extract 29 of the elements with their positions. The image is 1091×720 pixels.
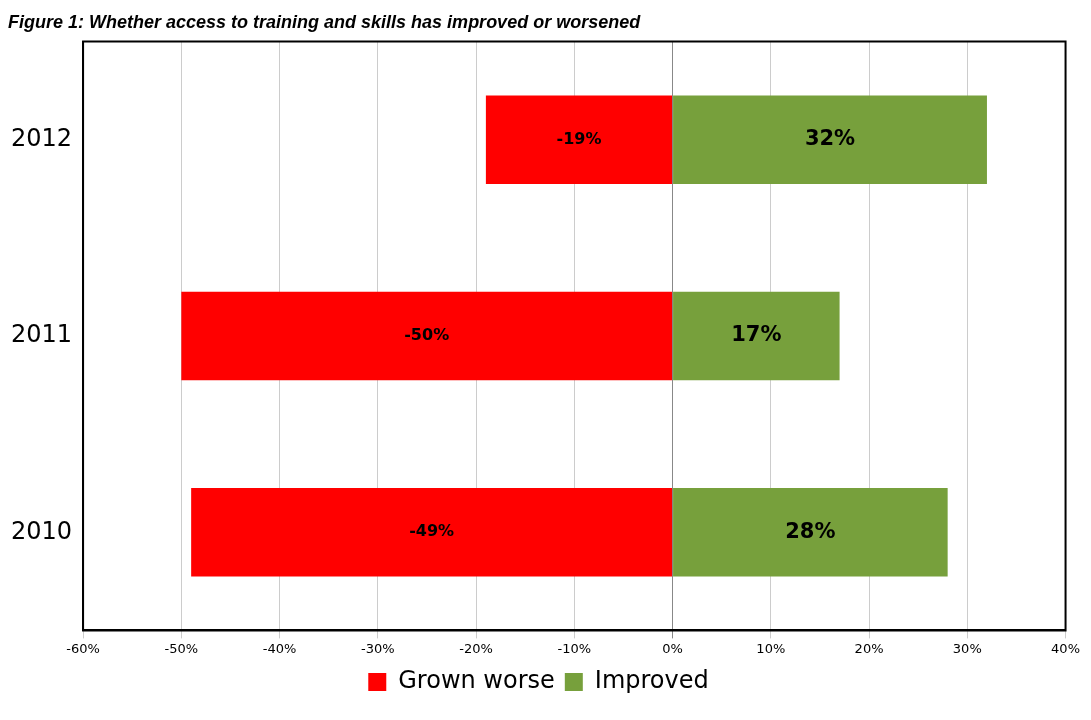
y-tick-label: 2012 (11, 123, 73, 152)
x-tick-label: -30% (361, 640, 395, 656)
x-tick-label: 20% (854, 640, 884, 656)
bar (673, 488, 948, 577)
x-tick-label: 10% (756, 640, 786, 656)
y-tick-label: 2011 (11, 320, 73, 349)
chart-title: Figure 1: Whether access to training and skills has improved or worsened (8, 11, 642, 32)
x-tick-label: -60% (66, 640, 100, 656)
y-tick-label: 2010 (11, 516, 73, 545)
data-label: -19% (556, 128, 602, 148)
data-label: 32% (804, 126, 856, 151)
x-tick-label: -10% (557, 640, 592, 656)
bar (485, 95, 673, 184)
data-label: -50% (404, 325, 450, 345)
x-tick-label: -40% (262, 640, 297, 656)
data-label: -49% (409, 521, 455, 541)
bar (673, 95, 987, 184)
legend-label: Improved (594, 666, 709, 695)
x-tick-label: 30% (952, 640, 982, 656)
bar (191, 488, 673, 577)
bar (181, 291, 673, 381)
data-label: 28% (785, 518, 836, 543)
bar (673, 291, 840, 381)
x-tick-label: 0% (662, 640, 683, 656)
x-tick-label: 40% (1051, 640, 1081, 656)
x-tick-label: -50% (164, 640, 199, 656)
data-label: 17% (731, 322, 782, 347)
legend-label: Grown worse (398, 666, 555, 695)
x-tick-label: -20% (459, 640, 493, 656)
